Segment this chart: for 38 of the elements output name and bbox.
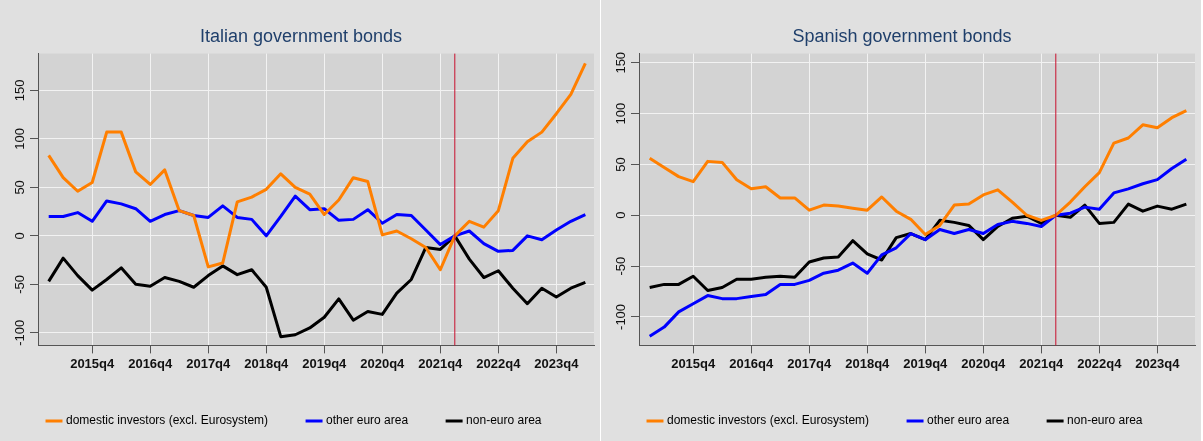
x-tick-label: 2022q4	[1077, 355, 1123, 371]
y-tick-label: -100	[612, 303, 628, 330]
x-tick-label: 2015q4	[671, 355, 717, 371]
x-tick-label: 2017q4	[787, 355, 833, 371]
x-tick-label: 2017q4	[186, 355, 232, 371]
legend-label: other euro area	[326, 413, 409, 428]
legend-label: non-euro area	[1067, 413, 1143, 428]
chart-title: Italian government bonds	[199, 25, 403, 46]
y-tick-label: 50	[11, 180, 27, 195]
y-tick-label: 50	[612, 157, 628, 172]
x-tick-label: 2016q4	[729, 355, 775, 371]
y-tick-label: -100	[11, 319, 27, 346]
y-tick-label: 100	[11, 128, 27, 150]
x-tick-label: 2021q4	[418, 355, 464, 371]
y-tick-label: 150	[11, 79, 27, 102]
x-tick-label: 2019q4	[903, 355, 949, 371]
legend-label: other euro area	[927, 413, 1010, 428]
x-tick-label: 2015q4	[70, 355, 116, 371]
y-tick-label: -50	[11, 274, 27, 294]
x-tick-label: 2023q4	[1135, 355, 1181, 371]
x-tick-label: 2019q4	[302, 355, 348, 371]
x-tick-label: 2023q4	[534, 355, 580, 371]
x-tick-label: 2021q4	[1019, 355, 1065, 371]
y-tick-label: 150	[612, 51, 628, 74]
x-tick-label: 2018q4	[845, 355, 891, 371]
y-tick-label: 0	[612, 211, 628, 219]
x-tick-label: 2020q4	[360, 355, 406, 371]
legend-label: non-euro area	[466, 413, 542, 428]
y-tick-label: 100	[612, 102, 628, 125]
y-tick-label: 0	[11, 232, 27, 240]
legend-label: domestic investors (excl. Eurosystem)	[66, 413, 269, 428]
chart-title: Spanish government bonds	[792, 25, 1012, 46]
legend-label: domestic investors (excl. Eurosystem)	[667, 413, 870, 428]
x-tick-label: 2020q4	[961, 355, 1007, 371]
x-tick-label: 2022q4	[476, 355, 522, 371]
x-tick-label: 2018q4	[244, 355, 290, 371]
y-tick-label: -50	[612, 256, 628, 276]
x-tick-label: 2016q4	[128, 355, 174, 371]
